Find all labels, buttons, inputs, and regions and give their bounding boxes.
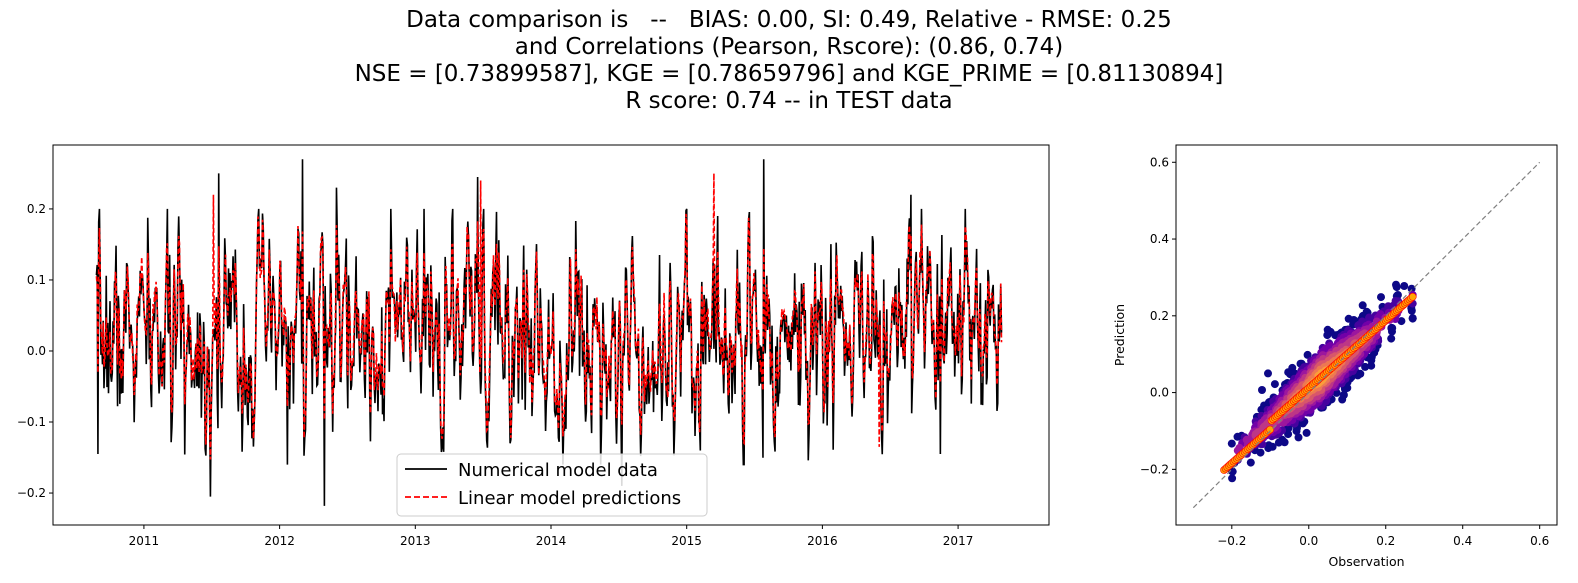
fitted-points [1220, 292, 1417, 474]
scatter-point [1278, 435, 1287, 444]
scatter-point [1294, 433, 1303, 442]
y-tick-label: 0.1 [27, 273, 46, 287]
series-line-numerical-model-data [95, 159, 1003, 506]
figure-title-line-1: Data comparison is -- BIAS: 0.00, SI: 0.… [406, 7, 1172, 33]
figure-title-line-3: NSE = [0.73899587], KGE = [0.78659796] a… [354, 61, 1224, 87]
scatter-y-tick-label: 0.4 [1150, 232, 1169, 246]
scatter-point [1408, 314, 1417, 323]
y-tick-label: −0.2 [17, 486, 46, 500]
x-tick-label: 2012 [264, 534, 295, 548]
scatter-x-tick-label: 0.2 [1376, 534, 1395, 548]
series-line-linear-model-predictions [95, 173, 1003, 460]
identity-line [1192, 161, 1541, 509]
scatter-point [1339, 391, 1348, 399]
scatter-point [1228, 474, 1237, 483]
scatter-point [1407, 284, 1416, 293]
scatter-point [1227, 439, 1236, 448]
fitted-point [1408, 292, 1417, 301]
scatter-y-tick-label: 0.0 [1150, 386, 1169, 400]
x-tick-label: 2017 [943, 534, 974, 548]
x-tick-label: 2011 [129, 534, 160, 548]
legend: Numerical model data Linear model predict… [396, 453, 708, 517]
scatter-point [1264, 441, 1273, 450]
scatter-point [1323, 331, 1332, 340]
timeseries-axes: 2011 2012 2013 2014 2015 2016 2017 −0.2 −0.1 0.0 0… [17, 144, 1050, 548]
legend-box [396, 453, 708, 517]
scatter-x-tick-label: −0.2 [1217, 534, 1246, 548]
y-tick-label: 0.0 [27, 344, 46, 358]
scatter-point [1303, 350, 1312, 359]
scatter-point [1392, 283, 1401, 292]
scatter-point [1361, 362, 1370, 371]
scatter-point [1397, 317, 1406, 326]
scatter-y-axis-label: Prediction [1112, 304, 1127, 366]
scatter-y-tick-label: 0.6 [1150, 155, 1169, 169]
scatter-x-tick-label: 0.0 [1299, 534, 1318, 548]
figure-title-line-2: and Correlations (Pearson, Rscore): (0.8… [514, 34, 1064, 60]
scatter-point [1302, 428, 1311, 437]
scatter-point [1377, 293, 1385, 302]
y-tick-label: −0.1 [17, 415, 46, 429]
scatter-x-tick-label: 0.6 [1530, 534, 1549, 548]
scatter-point [1387, 323, 1396, 332]
scatter-point [1400, 282, 1409, 290]
scatter-point [1257, 405, 1266, 414]
scatter-point [1264, 369, 1272, 378]
x-tick-label: 2014 [536, 534, 567, 548]
scatter-point [1387, 334, 1396, 343]
scatter-y-tick-label: −0.2 [1140, 462, 1169, 476]
scatter-point [1288, 363, 1297, 372]
scatter-x-tick-label: 0.4 [1453, 534, 1472, 548]
scatter-point [1258, 386, 1266, 394]
legend-label-linear: Linear model predictions [458, 488, 681, 509]
x-tick-label: 2013 [400, 534, 431, 548]
legend-label-numerical: Numerical model data [458, 460, 658, 481]
scatter-axes: −0.2 0.0 0.2 0.4 0.6 −0.2 0.0 0.2 0.4 0.6 Observat… [1112, 144, 1558, 569]
x-tick-label: 2015 [671, 534, 702, 548]
y-tick-label: 0.2 [27, 202, 46, 216]
scatter-x-axis-label: Observation [1328, 554, 1404, 569]
x-tick-label: 2016 [807, 534, 838, 548]
scatter-point [1270, 380, 1279, 389]
scatter-y-tick-label: 0.2 [1150, 309, 1169, 323]
scatter-point [1246, 458, 1255, 467]
figure-title-line-4: R score: 0.74 -- in TEST data [625, 88, 953, 114]
fitted-point [1266, 425, 1274, 434]
scatter-point [1358, 301, 1367, 310]
